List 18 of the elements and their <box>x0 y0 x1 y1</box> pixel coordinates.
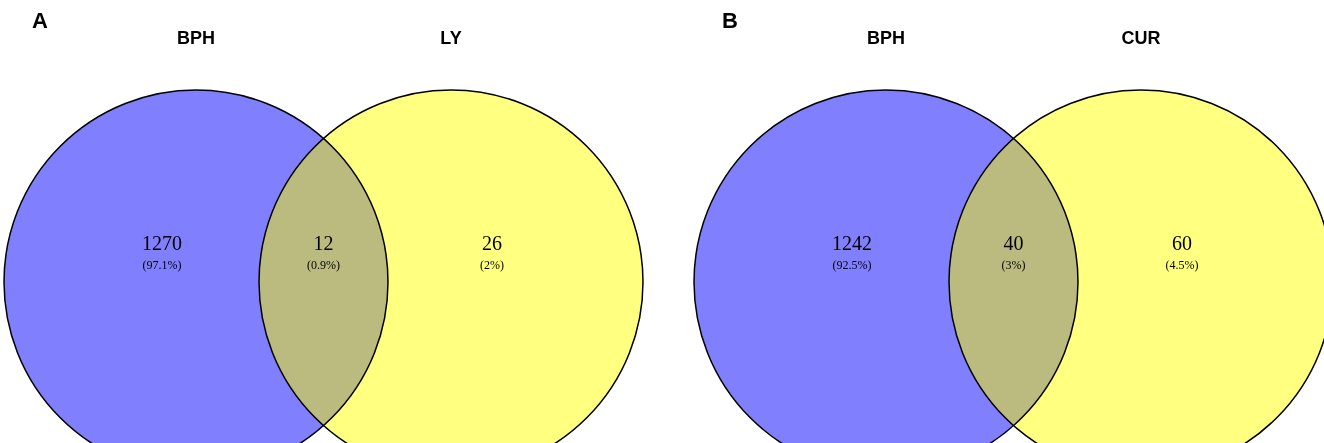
text: (4.5%) <box>1165 258 1199 272</box>
data-label: 60 <box>1172 232 1192 254</box>
text: (97.1%) <box>142 258 182 272</box>
category-label: CUR <box>1121 28 1161 48</box>
data-label: 1242 <box>832 232 872 254</box>
data-label: 12 <box>313 232 334 254</box>
text: (0.9%) <box>307 258 340 272</box>
category-label: LY <box>440 28 462 48</box>
text: (92.5%) <box>832 258 872 272</box>
text: (2%) <box>480 258 504 272</box>
data-label: 1270 <box>142 232 182 254</box>
category-label: BPH <box>176 28 216 48</box>
category-label: BPH <box>866 28 906 48</box>
data-label: 26 <box>482 232 502 254</box>
text: A <box>32 8 49 33</box>
text: B <box>722 8 738 33</box>
data-label: 40 <box>1003 232 1024 254</box>
text: (3%) <box>1001 258 1026 272</box>
